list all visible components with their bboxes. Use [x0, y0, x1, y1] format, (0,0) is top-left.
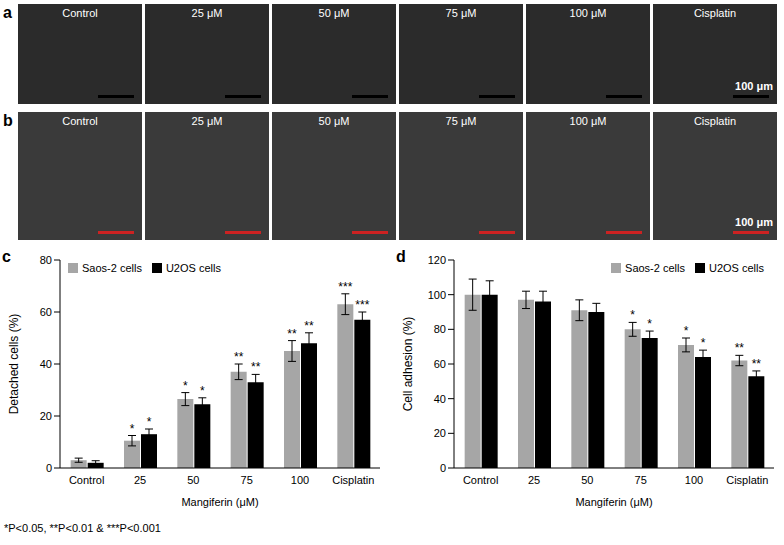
svg-text:20: 20 — [40, 410, 52, 422]
svg-text:100: 100 — [291, 474, 309, 486]
html-text:Cisplatin: Cisplatin — [693, 115, 737, 127]
html-text:U2OS cells: U2OS cells — [709, 262, 764, 274]
svg-text:50: 50 — [187, 474, 199, 486]
svg-text:20: 20 — [434, 427, 446, 439]
svg-text:Mangiferin (μM): Mangiferin (μM) — [181, 496, 258, 508]
svg-text:75: 75 — [241, 474, 253, 486]
svg-text:60: 60 — [434, 358, 446, 370]
html-text:25 μM: 25 μM — [191, 7, 223, 19]
svg-text:120: 120 — [428, 254, 446, 266]
svg-text:100: 100 — [685, 474, 703, 486]
html-text:75 μM: 75 μM — [445, 115, 477, 127]
html-text:50 μM: 50 μM — [318, 7, 350, 19]
svg-text:*: * — [130, 422, 135, 436]
svg-text:**: ** — [735, 341, 745, 355]
svg-text:**: ** — [752, 357, 762, 371]
html-text:75 μM: 75 μM — [445, 7, 477, 19]
html-text:Control: Control — [62, 115, 98, 127]
html-text:100 μM: 100 μM — [569, 7, 607, 19]
svg-text:Cisplatin: Cisplatin — [332, 474, 374, 486]
html-text:d: d — [396, 248, 406, 265]
html-text:*P<0.05, **P<0.01 & ***P<0.001: *P<0.05, **P<0.01 & ***P<0.001 — [4, 522, 161, 534]
html-text:50 μM: 50 μM — [318, 115, 350, 127]
svg-text:0: 0 — [440, 462, 446, 474]
svg-text:***: *** — [355, 298, 369, 312]
svg-text:0: 0 — [46, 462, 52, 474]
html-text:Control: Control — [62, 7, 98, 19]
svg-text:Control: Control — [69, 474, 104, 486]
svg-text:*: * — [701, 336, 706, 350]
svg-text:40: 40 — [40, 358, 52, 370]
html-text:Saos-2 cells: Saos-2 cells — [82, 262, 142, 274]
svg-text:80: 80 — [40, 254, 52, 266]
svg-text:**: ** — [304, 319, 314, 333]
svg-text:**: ** — [234, 350, 244, 364]
svg-text:Detached cells (%): Detached cells (%) — [7, 314, 21, 415]
svg-text:75: 75 — [635, 474, 647, 486]
svg-text:50: 50 — [581, 474, 593, 486]
svg-text:60: 60 — [40, 306, 52, 318]
svg-text:**: ** — [287, 327, 297, 341]
html-text:Cisplatin: Cisplatin — [693, 7, 737, 19]
svg-text:25: 25 — [528, 474, 540, 486]
html-text:25 μM: 25 μM — [191, 115, 223, 127]
svg-text:*: * — [684, 324, 689, 338]
html-text:100 μM: 100 μM — [569, 115, 607, 127]
svg-text:40: 40 — [434, 393, 446, 405]
svg-text:*: * — [183, 379, 188, 393]
svg-text:Control: Control — [463, 474, 498, 486]
html-text:c: c — [2, 248, 11, 265]
svg-text:**: ** — [251, 360, 261, 374]
html-text:Saos-2 cells: Saos-2 cells — [625, 262, 685, 274]
html-text:a: a — [3, 4, 12, 21]
svg-text:*: * — [200, 384, 205, 398]
html-text:100 μm: 100 μm — [735, 216, 773, 228]
svg-text:25: 25 — [134, 474, 146, 486]
svg-text:*: * — [147, 415, 152, 429]
svg-text:*: * — [647, 317, 652, 331]
svg-text:*: * — [630, 308, 635, 322]
svg-text:Mangiferin (μM): Mangiferin (μM) — [575, 496, 652, 508]
html-text:100 μm: 100 μm — [735, 80, 773, 92]
svg-text:Cisplatin: Cisplatin — [726, 474, 768, 486]
html-text:b: b — [3, 112, 13, 129]
svg-text:Cell adhesion (%): Cell adhesion (%) — [401, 317, 415, 412]
html-text:U2OS cells: U2OS cells — [165, 262, 221, 274]
svg-text:***: *** — [338, 280, 352, 294]
svg-text:80: 80 — [434, 323, 446, 335]
svg-text:100: 100 — [428, 289, 446, 301]
